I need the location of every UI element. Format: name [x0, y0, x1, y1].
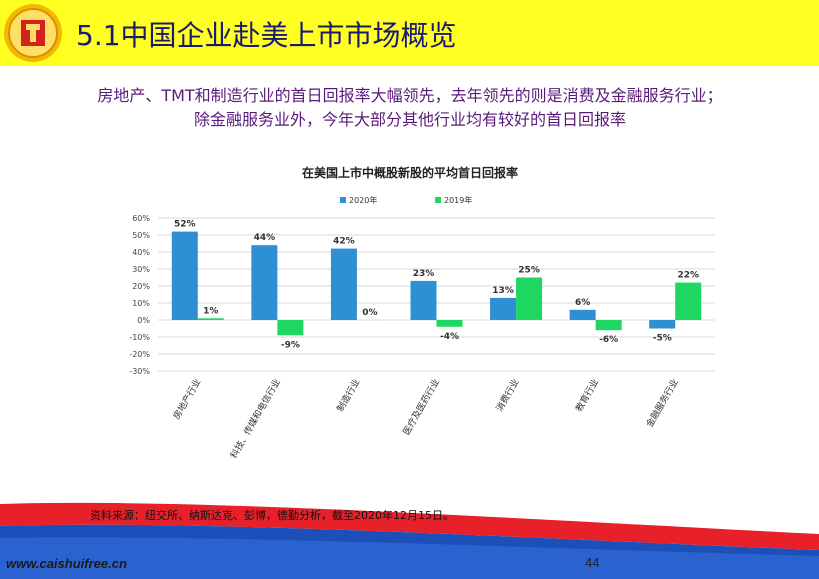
x-tick-label: 消费行业: [493, 377, 521, 414]
bar-2020年-1: [251, 245, 278, 320]
y-tick-label: 50%: [132, 231, 150, 240]
y-axis-ticks: 60% 50% 40% 30% 20% 10% 0% -10% -20% -30%: [129, 214, 150, 376]
legend-swatch-2020年: [340, 197, 346, 203]
x-tick-label: 制造行业: [334, 377, 362, 414]
footer-decoration: [0, 502, 819, 579]
bar-2019年-1: [277, 320, 304, 336]
data-label: 52%: [174, 220, 196, 230]
website-link[interactable]: www.caishuifree.cn: [6, 556, 127, 571]
y-tick-label: 40%: [132, 248, 150, 257]
data-label: 13%: [492, 286, 514, 296]
data-label: 42%: [333, 237, 355, 247]
subtitle-line-2: 除金融服务业外，今年大部分其他行业均有较好的首日回报率: [193, 110, 626, 129]
bar-2020年-6: [649, 320, 676, 329]
legend-swatch-2019年: [435, 197, 441, 203]
data-label: 6%: [575, 298, 590, 308]
y-tick-label: 60%: [132, 214, 150, 223]
data-label: -9%: [281, 340, 300, 350]
header-bar: [0, 0, 819, 66]
y-tick-label: -10%: [129, 333, 150, 342]
data-labels: 52% 1% 44% -9% 42% 0% 23% -4% 13% 25% 6% -6% -5% 22%: [174, 220, 699, 351]
x-tick-label: 教育行业: [573, 376, 601, 413]
source-note: 资料来源：纽交所、纳斯达克、彭博，德勤分析，截至2020年12月15日。: [90, 509, 454, 522]
x-tick-label: 医疗及医药行业: [400, 377, 442, 438]
slide-title: 5.1中国企业赴美上市市场概览: [76, 19, 457, 52]
y-tick-label: 0%: [137, 316, 150, 325]
slide-subtitle: 房地产、TMT和制造行业的首日回报率大幅领先，去年领先的则是消费及金融服务行业；…: [40, 84, 780, 132]
x-tick-label: 金融服务行业: [643, 377, 680, 430]
x-axis-ticks: 房地产行业 科技、传媒和电信行业 制造行业 医疗及医药行业 消费行业 教育行业 金融服务行业: [170, 376, 680, 460]
data-label: 0%: [362, 308, 377, 318]
data-label: -4%: [440, 332, 459, 342]
bar-2019年-3: [436, 320, 463, 327]
page-number: 44: [585, 555, 600, 570]
bar-2019年-5: [595, 320, 622, 331]
x-tick-label: 房地产行业: [170, 377, 203, 422]
chart-title: 在美国上市中概股新股的平均首日回报率: [302, 165, 518, 180]
bar-2020年-3: [410, 280, 437, 320]
bar-2019年-0: [197, 318, 224, 320]
chart-bars: [171, 231, 702, 336]
data-label: -6%: [599, 335, 618, 345]
data-label: 25%: [518, 266, 540, 276]
data-label: 44%: [254, 233, 276, 243]
bar-2019年-4: [516, 277, 543, 320]
y-tick-label: 30%: [132, 265, 150, 274]
chart-legend: 2020年 2019年: [340, 195, 472, 205]
logo-icon: [4, 4, 62, 62]
data-label: -5%: [653, 334, 672, 344]
chart-grid: [158, 217, 715, 372]
bar-2020年-5: [569, 309, 596, 320]
bar-2020年-4: [490, 297, 517, 320]
bar-2020年-2: [330, 248, 357, 320]
y-tick-label: 10%: [132, 299, 150, 308]
bar-2019年-6: [675, 282, 702, 320]
legend-label: 2020年: [349, 195, 377, 205]
data-label: 22%: [677, 271, 699, 281]
y-tick-label: 20%: [132, 282, 150, 291]
y-tick-label: -20%: [129, 350, 150, 359]
subtitle-line-1: 房地产、TMT和制造行业的首日回报率大幅领先，去年领先的则是消费及金融服务行业；: [97, 86, 723, 105]
bar-chart: 在美国上市中概股新股的平均首日回报率 2020年 2019年 60% 50% 40% 3…: [129, 165, 715, 460]
data-label: 1%: [203, 306, 218, 316]
y-tick-label: -30%: [129, 367, 150, 376]
legend-label: 2019年: [444, 195, 472, 205]
x-tick-label: 科技、传媒和电信行业: [228, 377, 283, 461]
data-label: 23%: [413, 269, 435, 279]
bar-2020年-0: [171, 231, 198, 320]
